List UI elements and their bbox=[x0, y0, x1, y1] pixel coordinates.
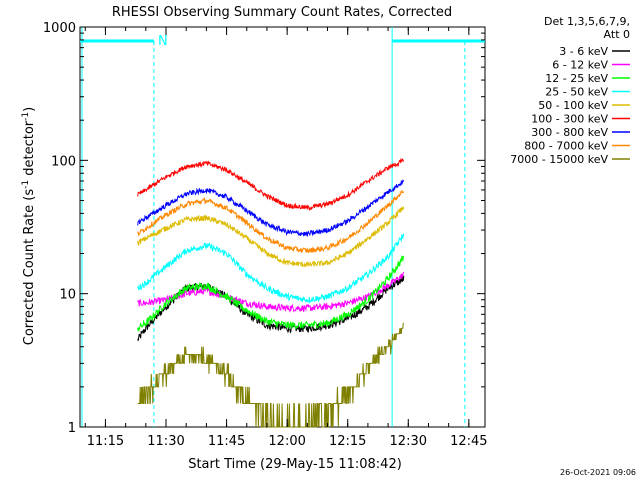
y-tick-label: 1000 bbox=[43, 21, 76, 36]
legend-entry-label: 50 - 100 keV bbox=[538, 99, 608, 112]
legend-entry-label: 25 - 50 keV bbox=[545, 86, 608, 99]
legend-header-line: Det 1,3,5,6,7,9, bbox=[544, 15, 630, 28]
x-tick-label: 11:45 bbox=[208, 434, 245, 449]
series-line bbox=[137, 233, 405, 305]
timestamp: 26-Oct-2021 09:06 bbox=[560, 468, 636, 477]
y-axis-title-sup: -1 bbox=[21, 112, 31, 121]
legend-entry-label: 7000 - 15000 keV bbox=[510, 153, 608, 166]
legend-entry-label: 800 - 7000 keV bbox=[524, 140, 608, 153]
y-axis-title-part: ) bbox=[22, 107, 37, 112]
series-line bbox=[137, 205, 405, 268]
y-axis-title-part: Corrected Count Rate (s bbox=[22, 189, 37, 346]
y-tick-label: 10 bbox=[59, 288, 76, 303]
x-tick-label: 12:45 bbox=[450, 434, 487, 449]
series-line bbox=[137, 157, 405, 212]
y-axis-title-sup: -1 bbox=[21, 180, 31, 189]
y-axis-title-part: detector bbox=[22, 120, 37, 180]
x-axis-title: Start Time (29-May-15 11:08:42) bbox=[188, 457, 402, 472]
series-line bbox=[137, 179, 405, 238]
x-tick-label: 12:00 bbox=[268, 434, 305, 449]
x-tick-label: 11:30 bbox=[147, 434, 184, 449]
axes: 11:15 11:30 11:45 12:00 12:15 12:30 12:45 1 10 10… bbox=[43, 21, 488, 449]
x-tick-label: 12:15 bbox=[329, 434, 366, 449]
flag-label: N bbox=[158, 34, 168, 49]
series-line bbox=[137, 255, 405, 332]
series-line bbox=[137, 322, 404, 428]
legend-entry-label: 100 - 300 keV bbox=[531, 113, 608, 126]
chart-title: RHESSI Observing Summary Count Rates, Co… bbox=[112, 5, 452, 20]
y-axis-title: Corrected Count Rate (s-1 detector-1) bbox=[21, 107, 37, 345]
y-tick-label: 100 bbox=[51, 154, 76, 169]
legend-entry-label: 300 - 800 keV bbox=[531, 126, 608, 139]
y-tick-label: 1 bbox=[68, 421, 76, 436]
legend-entry-label: 12 - 25 keV bbox=[545, 72, 608, 85]
series-line bbox=[137, 190, 405, 254]
series-layer bbox=[137, 157, 405, 428]
x-tick-label: 12:30 bbox=[390, 434, 427, 449]
legend-header-line: Att 0 bbox=[604, 28, 630, 41]
x-tick-label: 11:15 bbox=[87, 434, 124, 449]
legend-entry-label: 3 - 6 keV bbox=[559, 45, 608, 58]
legend-entry-label: 6 - 12 keV bbox=[552, 59, 608, 72]
